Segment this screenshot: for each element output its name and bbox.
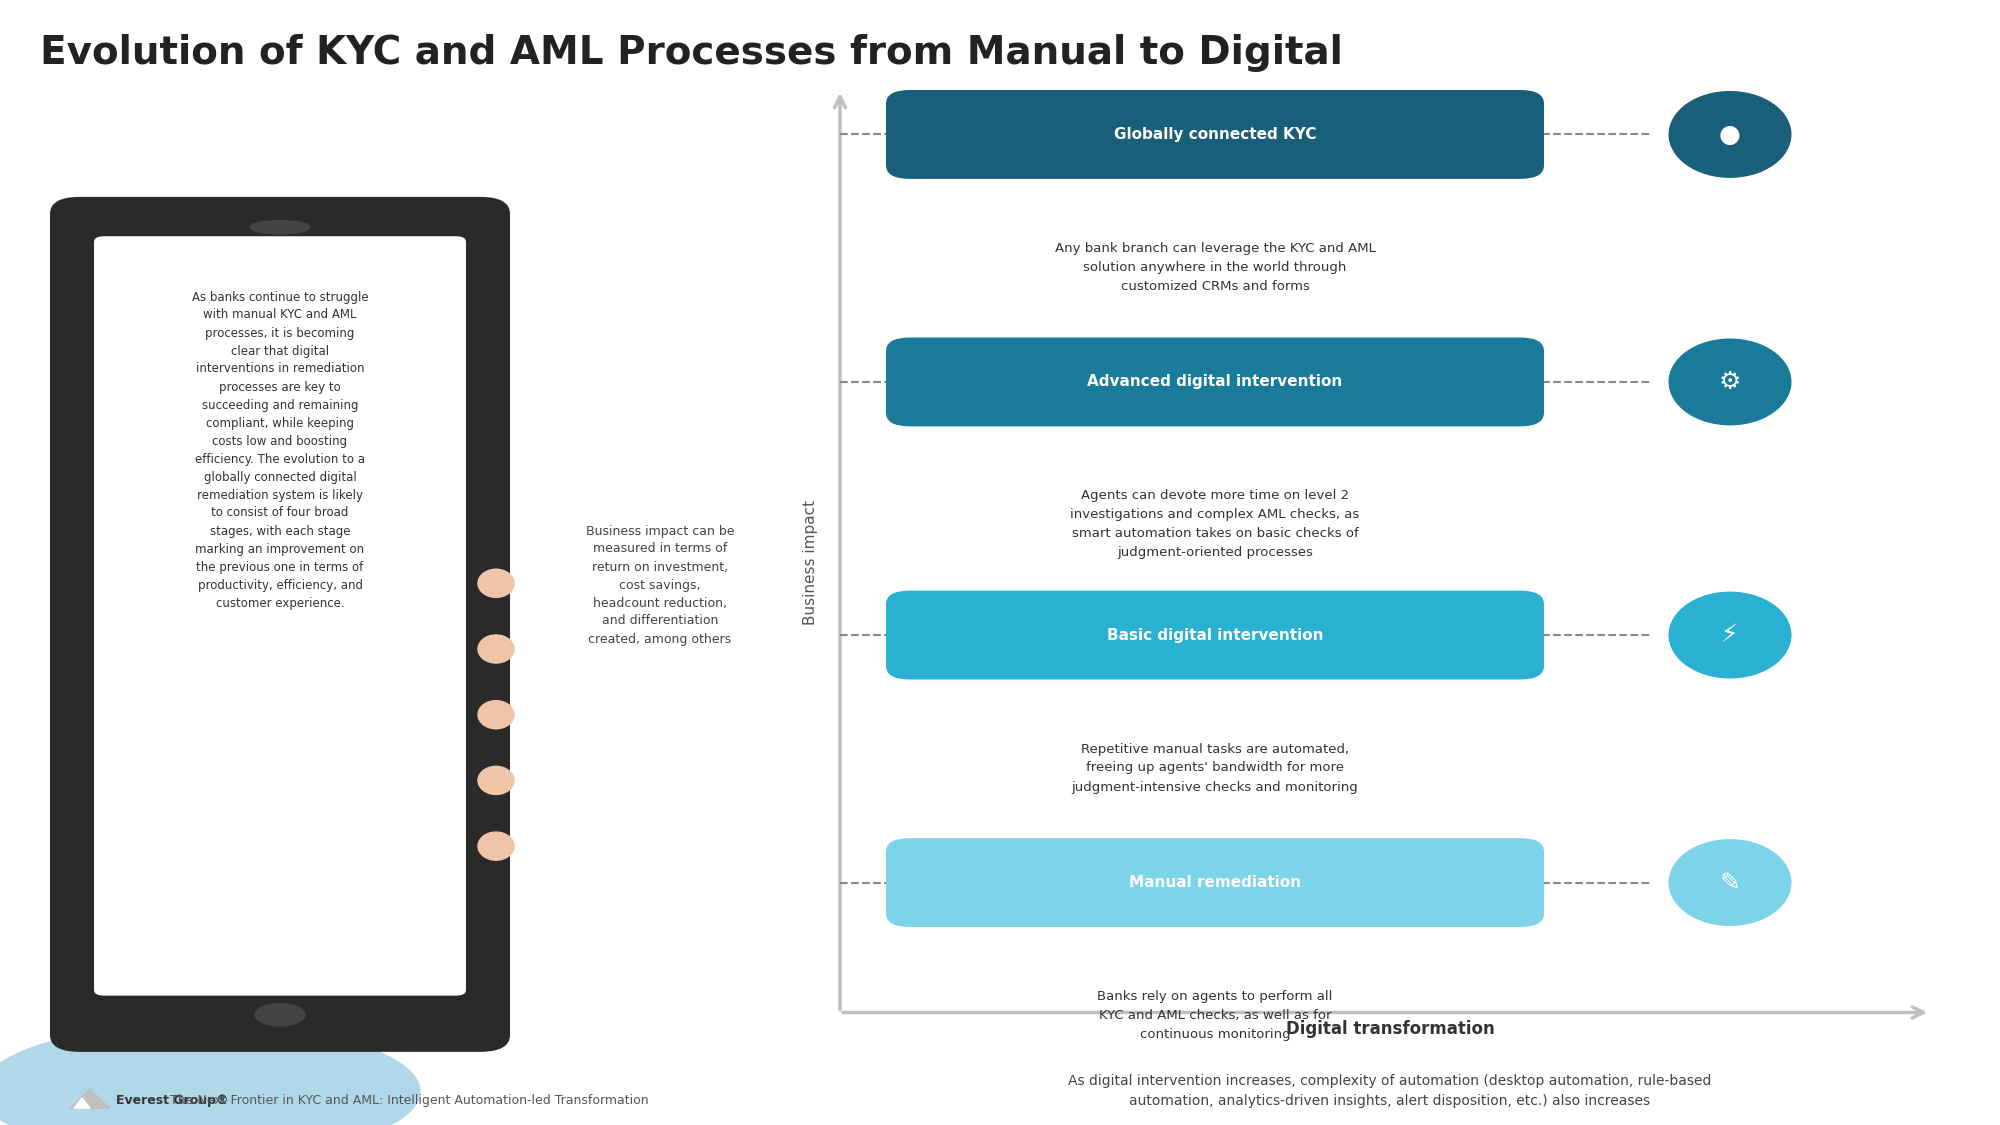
FancyBboxPatch shape <box>886 591 1544 680</box>
Ellipse shape <box>0 1024 420 1125</box>
Text: Repetitive manual tasks are automated,
freeing up agents' bandwidth for more
jud: Repetitive manual tasks are automated, f… <box>1072 742 1358 793</box>
Text: Model 1: Model 1 <box>1180 842 1248 857</box>
FancyBboxPatch shape <box>94 236 466 996</box>
FancyBboxPatch shape <box>886 338 1544 426</box>
Text: Digital transformation: Digital transformation <box>1286 1020 1494 1038</box>
Text: Agents can devote more time on level 2
investigations and complex AML checks, as: Agents can devote more time on level 2 i… <box>1070 489 1360 559</box>
Text: Business impact: Business impact <box>802 500 818 626</box>
Ellipse shape <box>1670 592 1790 677</box>
Polygon shape <box>74 1098 90 1108</box>
Text: Model 3: Model 3 <box>1180 341 1248 357</box>
Text: ⚙: ⚙ <box>1718 370 1742 394</box>
Text: Manual remediation: Manual remediation <box>1128 875 1302 890</box>
Text: As digital intervention increases, complexity of automation (desktop automation,: As digital intervention increases, compl… <box>1068 1074 1712 1108</box>
Ellipse shape <box>1670 91 1790 178</box>
Ellipse shape <box>478 766 514 794</box>
Text: As banks continue to struggle
with manual KYC and AML
processes, it is becoming
: As banks continue to struggle with manua… <box>192 290 368 610</box>
Ellipse shape <box>256 1004 304 1026</box>
FancyBboxPatch shape <box>50 197 510 1052</box>
Text: Evolution of KYC and AML Processes from Manual to Digital: Evolution of KYC and AML Processes from … <box>40 34 1342 72</box>
Ellipse shape <box>478 634 514 663</box>
Ellipse shape <box>1670 839 1790 925</box>
Text: ●: ● <box>1720 123 1740 146</box>
Text: Business impact can be
measured in terms of
return on investment,
cost savings,
: Business impact can be measured in terms… <box>586 524 734 646</box>
Text: ⚡: ⚡ <box>1722 623 1738 647</box>
Ellipse shape <box>478 569 514 597</box>
Text: Globally connected KYC: Globally connected KYC <box>1114 127 1316 142</box>
Ellipse shape <box>1670 340 1790 424</box>
Text: Basic digital intervention: Basic digital intervention <box>1106 628 1324 642</box>
Text: Banks rely on agents to perform all
KYC and AML checks, as well as for
continuou: Banks rely on agents to perform all KYC … <box>1098 990 1332 1041</box>
Text: Advanced digital intervention: Advanced digital intervention <box>1088 375 1342 389</box>
Ellipse shape <box>250 220 310 234</box>
Text: Everest Group®: Everest Group® <box>116 1094 228 1107</box>
Polygon shape <box>70 1089 110 1108</box>
Ellipse shape <box>478 832 514 861</box>
Text: Model 4: Model 4 <box>1180 93 1248 109</box>
Text: Model 2: Model 2 <box>1180 594 1248 610</box>
Text: The Next Frontier in KYC and AML: Intelligent Automation-led Transformation: The Next Frontier in KYC and AML: Intell… <box>170 1094 648 1107</box>
FancyBboxPatch shape <box>886 838 1544 927</box>
Ellipse shape <box>478 701 514 729</box>
Text: Any bank branch can leverage the KYC and AML
solution anywhere in the world thro: Any bank branch can leverage the KYC and… <box>1054 242 1376 292</box>
FancyBboxPatch shape <box>886 90 1544 179</box>
Text: ✎: ✎ <box>1720 871 1740 894</box>
